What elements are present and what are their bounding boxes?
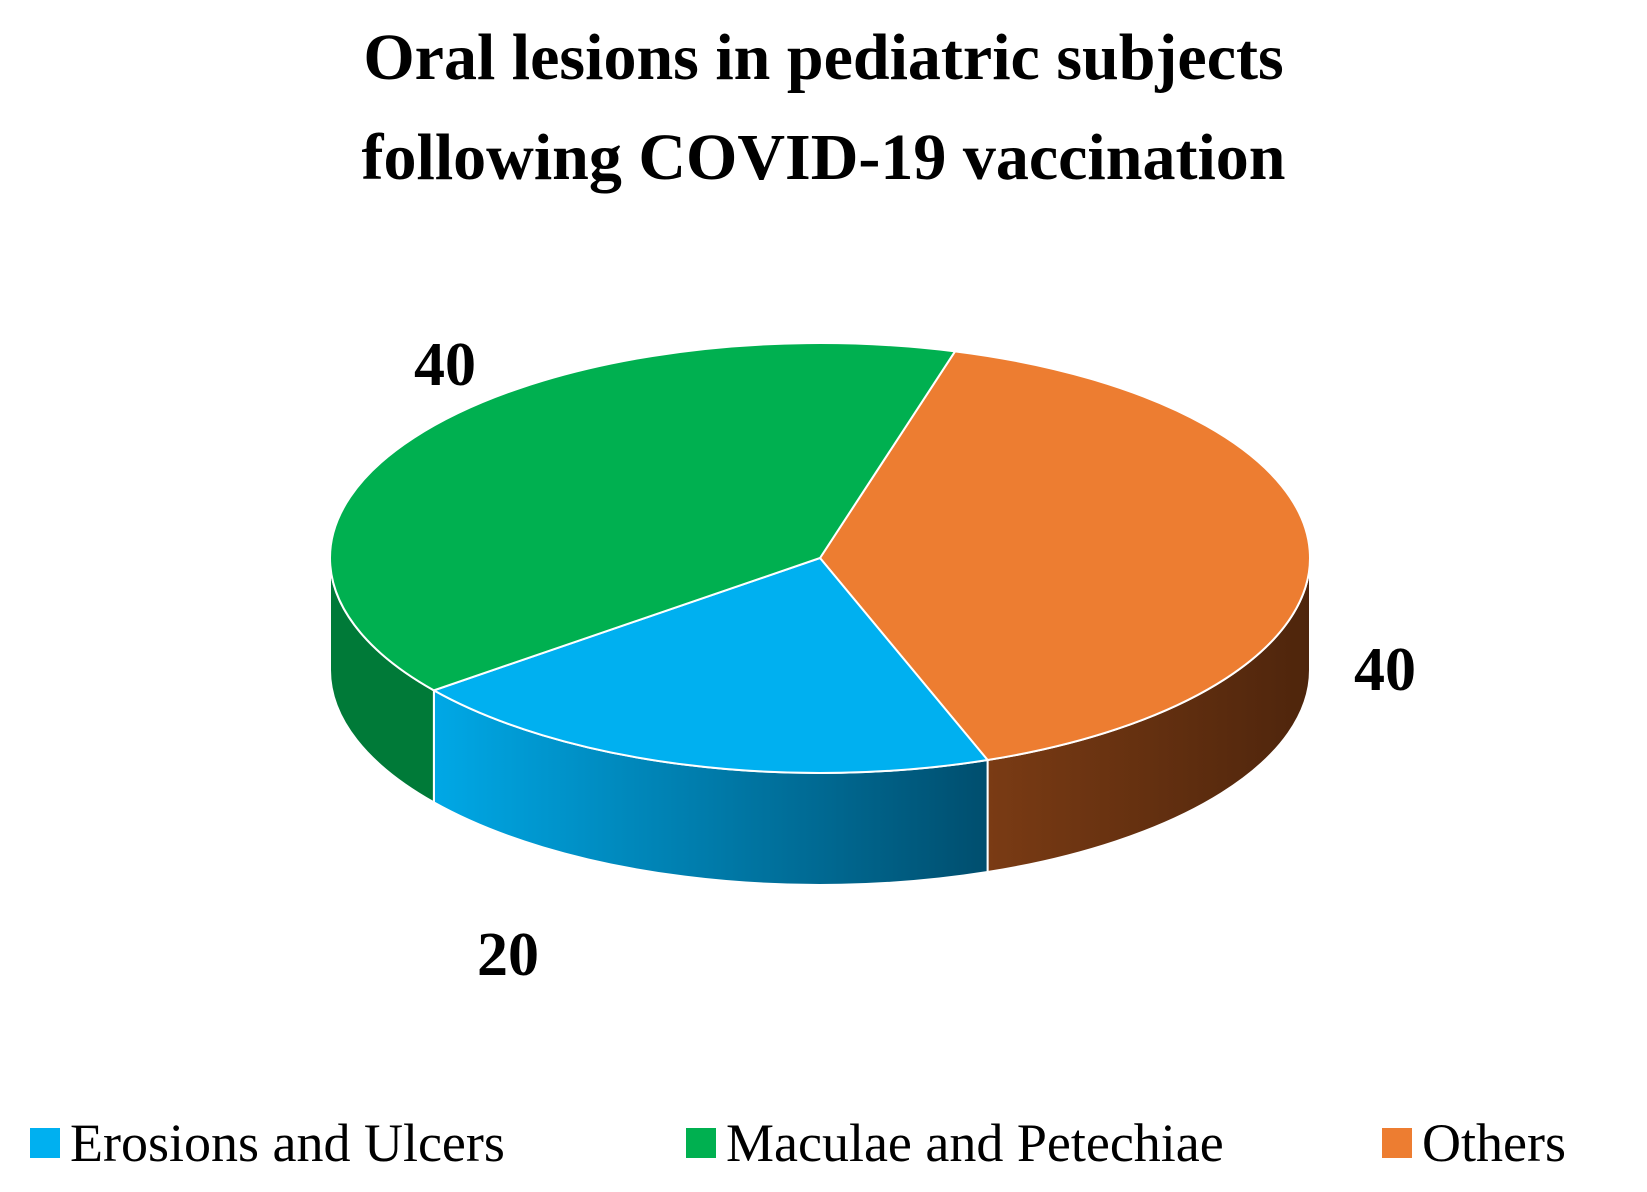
chart-title-line-1: Oral lesions in pediatric subjects <box>363 21 1284 94</box>
chart-title: Oral lesions in pediatric subjects follo… <box>0 8 1647 208</box>
legend-label-maculae-and-petechiae: Maculae and Petechiae <box>726 1113 1224 1173</box>
pie-chart: 20 40 40 <box>329 331 1416 989</box>
legend-label-erosions-and-ulcers: Erosions and Ulcers <box>70 1113 505 1173</box>
legend-item-others: Others <box>1382 1108 1566 1178</box>
pie-slice-others <box>818 350 1311 762</box>
pie-slice-erosions-and-ulcers <box>431 556 990 774</box>
data-label-erosions-and-ulcers: 20 <box>477 921 539 989</box>
pie-tops <box>329 342 1311 774</box>
pie-labels: 20 40 40 <box>414 331 1416 989</box>
data-label-others: 40 <box>1354 636 1416 704</box>
data-label-maculae-and-petechiae: 40 <box>414 331 476 399</box>
legend-swatch-maculae-and-petechiae <box>686 1128 716 1158</box>
legend-item-maculae-and-petechiae: Maculae and Petechiae <box>686 1108 1224 1178</box>
pie-slice-maculae-and-petechiae <box>329 342 957 692</box>
legend-swatch-erosions-and-ulcers <box>30 1128 60 1158</box>
legend-swatch-others <box>1382 1128 1412 1158</box>
legend: Erosions and Ulcers Maculae and Petechia… <box>0 1108 1647 1178</box>
legend-item-erosions-and-ulcers: Erosions and Ulcers <box>30 1108 505 1178</box>
legend-label-others: Others <box>1422 1113 1566 1173</box>
chart-title-line-2: following COVID-19 vaccination <box>361 121 1286 194</box>
